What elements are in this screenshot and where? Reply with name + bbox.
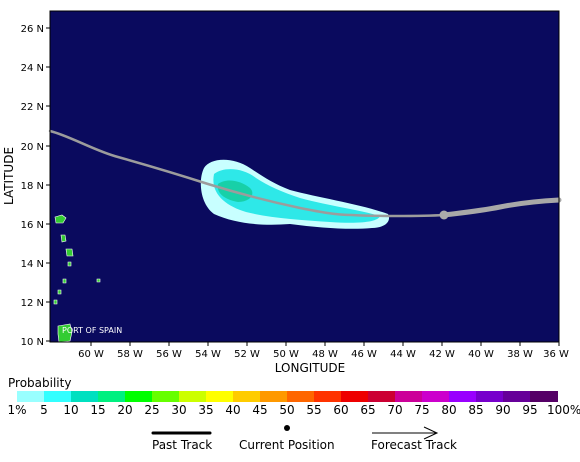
scale-label: 75 bbox=[414, 403, 430, 417]
scale-label: 25 bbox=[144, 403, 160, 417]
island-trinidad bbox=[57, 323, 73, 343]
lon-label: 58 W bbox=[117, 349, 143, 360]
scale-label: 20 bbox=[117, 403, 133, 417]
island bbox=[96, 278, 101, 283]
swath-inner bbox=[213, 169, 380, 223]
scale-swatch bbox=[395, 391, 423, 402]
storm-track bbox=[48, 129, 562, 218]
lon-label: 38 W bbox=[507, 349, 533, 360]
scale-label: 70 bbox=[387, 403, 403, 417]
scale-label: 45 bbox=[252, 403, 268, 417]
scale-swatch bbox=[503, 391, 531, 402]
scale-label: 90 bbox=[495, 403, 511, 417]
scale-label: 15 bbox=[90, 403, 106, 417]
lon-label: 56 W bbox=[156, 349, 182, 360]
lat-label: 12 N bbox=[21, 298, 44, 309]
forecast-track-legend-label: Forecast Track bbox=[371, 438, 457, 452]
current-position-legend-label: Current Position bbox=[239, 438, 335, 452]
forecast-arrow-head bbox=[423, 426, 439, 440]
scale-swatch bbox=[476, 391, 504, 402]
lon-label: 44 W bbox=[390, 349, 416, 360]
lon-label: 42 W bbox=[429, 349, 455, 360]
scale-swatch bbox=[206, 391, 234, 402]
scale-swatch bbox=[233, 391, 261, 402]
scale-swatch bbox=[98, 391, 126, 402]
x-axis-title: LONGITUDE bbox=[275, 361, 345, 375]
past-track-legend-label: Past Track bbox=[152, 438, 213, 452]
scale-label: 95 bbox=[522, 403, 538, 417]
current-position-legend-dot bbox=[284, 425, 290, 431]
lat-label: 16 N bbox=[21, 220, 44, 231]
lat-label: 10 N bbox=[21, 337, 44, 348]
scale-label: 85 bbox=[468, 403, 484, 417]
scale-swatch bbox=[530, 391, 558, 402]
scale-swatch bbox=[260, 391, 288, 402]
scale-label: 65 bbox=[360, 403, 376, 417]
scale-swatch bbox=[314, 391, 342, 402]
lat-label: 26 N bbox=[21, 24, 44, 35]
scale-swatch bbox=[179, 391, 207, 402]
island bbox=[62, 278, 67, 284]
scale-label: 10 bbox=[63, 403, 79, 417]
scale-label: 40 bbox=[225, 403, 241, 417]
scale-swatch bbox=[449, 391, 477, 402]
scale-label: 80 bbox=[441, 403, 457, 417]
island bbox=[54, 214, 67, 224]
scale-label: 60 bbox=[333, 403, 349, 417]
island bbox=[67, 261, 72, 267]
scale-label: 5 bbox=[40, 403, 48, 417]
past-track-line bbox=[48, 129, 446, 218]
scale-swatch bbox=[287, 391, 315, 402]
island bbox=[65, 248, 74, 257]
lon-axis: 60 W 58 W 56 W 54 W 52 W 50 W 48 W 46 W … bbox=[78, 342, 569, 360]
scale-swatch bbox=[125, 391, 153, 402]
scale-swatch bbox=[152, 391, 180, 402]
lon-label: 48 W bbox=[312, 349, 338, 360]
scale-label: 50 bbox=[279, 403, 295, 417]
forecast-track-legend-arrow bbox=[372, 426, 439, 440]
city-label: PORT OF SPAIN bbox=[62, 326, 122, 335]
scale-label: 30 bbox=[171, 403, 187, 417]
lon-label: 52 W bbox=[234, 349, 260, 360]
lat-axis: 26 N 24 N 22 N 20 N 18 N 16 N 14 N 12 N … bbox=[21, 24, 50, 348]
current-position-marker bbox=[439, 210, 449, 220]
scale-label: 1% bbox=[7, 403, 27, 417]
forecast-track-line bbox=[441, 197, 562, 218]
lon-label: 60 W bbox=[78, 349, 104, 360]
island bbox=[57, 289, 62, 295]
plot-frame bbox=[49, 10, 560, 343]
lon-label: 46 W bbox=[351, 349, 377, 360]
lon-label: 40 W bbox=[468, 349, 494, 360]
scale-swatch bbox=[422, 391, 450, 402]
y-axis-title: LATITUDE bbox=[2, 147, 16, 205]
lat-label: 24 N bbox=[21, 63, 44, 74]
island bbox=[60, 234, 67, 243]
lon-label: 50 W bbox=[273, 349, 299, 360]
scale-label: 35 bbox=[198, 403, 214, 417]
scale-swatch bbox=[44, 391, 72, 402]
lat-label: 22 N bbox=[21, 102, 44, 113]
lon-label: 54 W bbox=[195, 349, 221, 360]
lon-label: 36 W bbox=[543, 349, 569, 360]
lat-label: 18 N bbox=[21, 181, 44, 192]
scale-label: 55 bbox=[306, 403, 322, 417]
scale-swatch bbox=[368, 391, 396, 402]
islands bbox=[53, 214, 101, 343]
lat-label: 20 N bbox=[21, 142, 44, 153]
scale-swatch bbox=[341, 391, 369, 402]
scale-label: 100% bbox=[547, 403, 580, 417]
scale-swatch bbox=[17, 391, 45, 402]
lat-label: 14 N bbox=[21, 259, 44, 270]
island bbox=[53, 299, 58, 305]
ocean-area bbox=[50, 11, 559, 342]
probability-scale-title: Probability bbox=[8, 376, 72, 390]
scale-swatch bbox=[71, 391, 99, 402]
